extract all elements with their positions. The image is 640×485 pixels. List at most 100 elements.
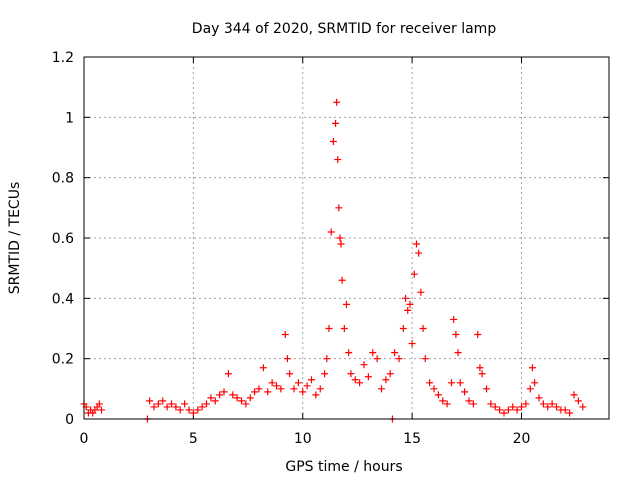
data-point (570, 391, 578, 399)
data-point (323, 355, 331, 363)
data-point (579, 403, 587, 411)
x-tick-label: 20 (513, 431, 531, 447)
data-point (454, 349, 462, 357)
data-point (229, 391, 237, 399)
data-point (224, 370, 232, 378)
data-point (189, 409, 197, 417)
data-point (531, 379, 539, 387)
data-point (410, 270, 418, 278)
data-point (345, 349, 353, 357)
data-point (456, 379, 464, 387)
data-point (474, 331, 482, 339)
grid-layer (84, 57, 609, 419)
data-point (504, 406, 512, 414)
data-point (448, 379, 455, 387)
data-point (194, 406, 202, 414)
data-point (294, 379, 302, 387)
data-point (465, 397, 473, 405)
data-point (290, 385, 298, 393)
chart-title: Day 344 of 2020, SRMTID for receiver lam… (192, 21, 497, 37)
data-point (336, 234, 344, 242)
data-point (98, 406, 105, 414)
data-point (168, 400, 175, 408)
data-point (461, 388, 469, 396)
y-tick-label: 0.4 (52, 291, 74, 307)
data-point (378, 385, 385, 393)
data-point (426, 379, 434, 387)
data-point (369, 349, 377, 357)
data-point (176, 406, 184, 414)
data-point (343, 300, 350, 308)
data-point (207, 394, 215, 402)
data-point (333, 98, 341, 106)
y-tick-label: 0.2 (52, 352, 74, 368)
data-point (312, 391, 320, 399)
data-point (233, 394, 241, 402)
data-point (347, 370, 355, 378)
data-point (337, 240, 345, 248)
data-point (386, 370, 394, 378)
data-point (95, 400, 103, 408)
data-point (491, 403, 499, 411)
data-point (332, 119, 340, 127)
data-point (434, 391, 442, 399)
data-point (203, 400, 210, 408)
data-point (273, 382, 280, 390)
y-tick-label: 1 (65, 110, 74, 126)
data-point (238, 397, 245, 405)
data-point (402, 294, 410, 302)
data-point (500, 409, 508, 417)
data-point (408, 340, 416, 348)
data-point (443, 400, 451, 408)
data-point (518, 403, 525, 411)
data-point (566, 409, 574, 417)
data-point (351, 376, 359, 384)
data-point (321, 370, 329, 378)
data-point (308, 376, 315, 384)
data-point (242, 400, 250, 408)
data-point (198, 403, 206, 411)
data-point (478, 370, 486, 378)
data-point (469, 400, 477, 408)
data-point (391, 349, 399, 357)
data-point (216, 391, 224, 399)
data-point (154, 400, 162, 408)
data-point (509, 403, 517, 411)
y-axis-label: SRMTID / TECUs (7, 182, 23, 295)
data-point (415, 249, 423, 257)
data-point (303, 382, 311, 390)
data-point (185, 406, 193, 414)
data-point (356, 379, 364, 387)
plot-frame (83, 56, 610, 420)
data-point (513, 406, 521, 414)
data-point (421, 355, 429, 363)
data-point (373, 355, 381, 363)
data-point (553, 403, 560, 411)
y-tick-label: 0 (65, 412, 74, 428)
data-point (430, 385, 438, 393)
data-point (382, 376, 390, 384)
data-point (283, 355, 291, 363)
data-point (483, 385, 490, 393)
data-point (487, 400, 495, 408)
data-point (340, 325, 348, 332)
data-point (281, 331, 289, 339)
x-tick-label: 10 (294, 431, 312, 447)
x-tick-label: 0 (80, 431, 89, 447)
data-point (413, 240, 420, 248)
data-point (522, 400, 530, 408)
data-point (150, 403, 158, 411)
data-point (299, 388, 307, 396)
mark-layer (80, 98, 587, 423)
data-point (268, 379, 276, 387)
data-point (259, 364, 267, 372)
data-point (251, 388, 259, 396)
y-tick-label: 0.6 (52, 231, 74, 247)
tick-layer: 0 0.2 0.4 0.6 0.8 1 1.2 0 5 10 15 20 (52, 50, 609, 447)
data-point (146, 397, 154, 405)
data-point (544, 403, 552, 411)
data-point (539, 400, 547, 408)
data-point (316, 385, 324, 393)
